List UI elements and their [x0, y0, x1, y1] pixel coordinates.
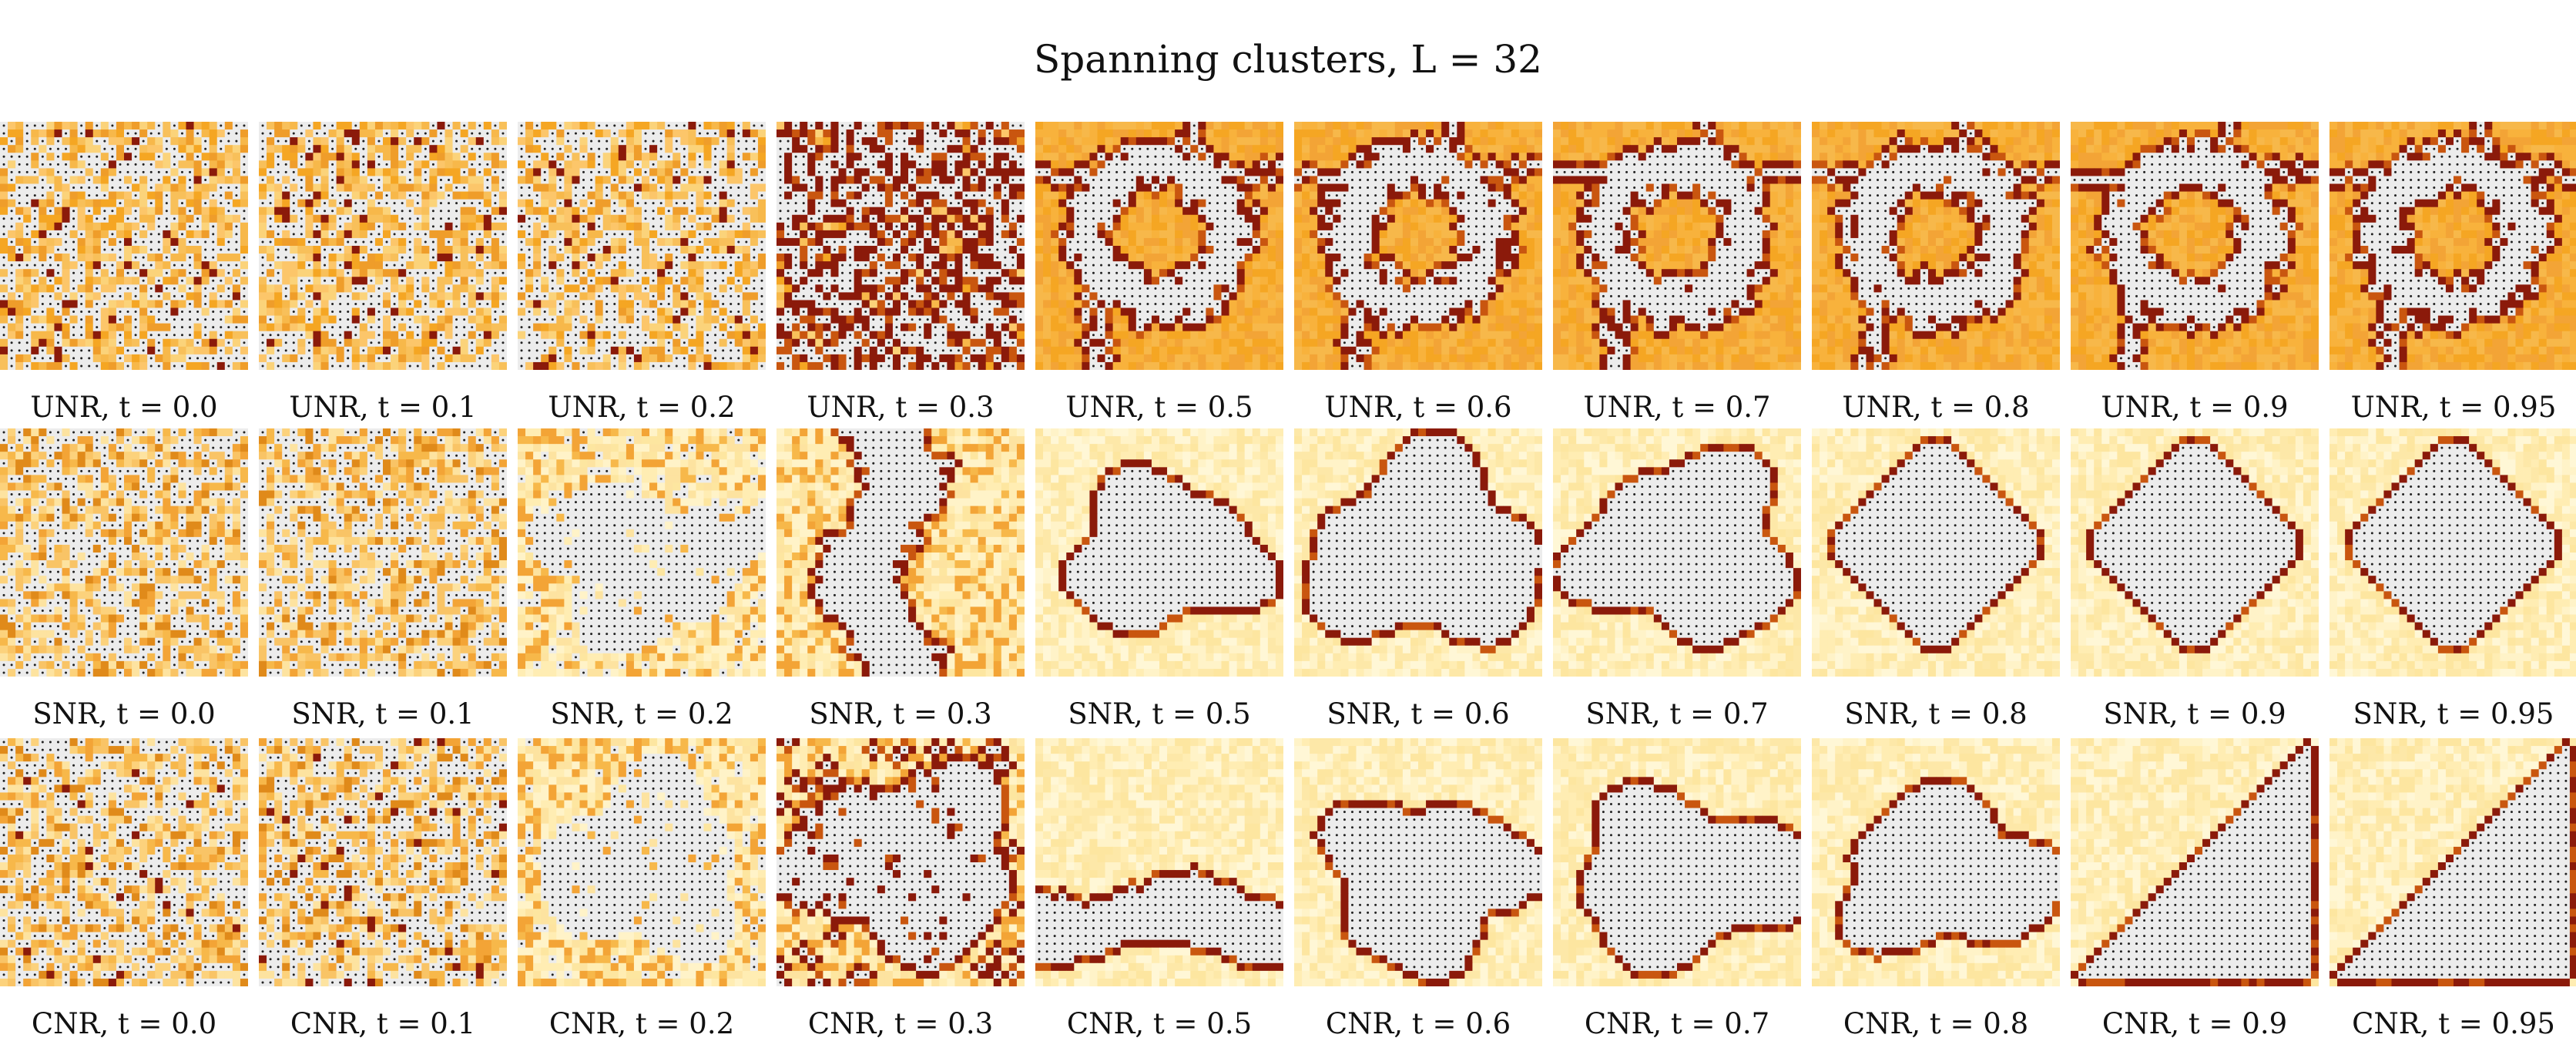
panel-caption: SNR, t = 0.3 — [771, 700, 1030, 728]
panel-caption: UNR, t = 0.9 — [2065, 393, 2324, 422]
panel-caption: SNR, t = 0.8 — [1806, 700, 2065, 728]
lattice-image — [2329, 738, 2576, 986]
panel-caption: UNR, t = 0.3 — [771, 393, 1030, 422]
panel-caption: CNR, t = 0.7 — [1548, 1009, 1806, 1038]
lattice-image — [2071, 738, 2319, 986]
lattice-panel — [1294, 738, 1542, 986]
lattice-panel — [1035, 428, 1283, 677]
lattice-image — [1035, 428, 1283, 677]
lattice-image — [2329, 428, 2576, 677]
panel-caption: UNR, t = 0.7 — [1548, 393, 1806, 422]
figure-title: Spanning clusters, L = 32 — [0, 40, 2576, 79]
lattice-panel — [2329, 428, 2576, 677]
panel-caption: CNR, t = 0.5 — [1030, 1009, 1289, 1038]
lattice-image — [1035, 738, 1283, 986]
lattice-panel — [1812, 738, 2060, 986]
lattice-panel — [1553, 738, 1801, 986]
lattice-panel — [776, 428, 1025, 677]
panel-caption: SNR, t = 0.7 — [1548, 700, 1806, 728]
lattice-panel — [1553, 122, 1801, 370]
lattice-image — [1812, 122, 2060, 370]
panel-caption: CNR, t = 0.95 — [2324, 1009, 2576, 1038]
lattice-panel — [0, 738, 248, 986]
panel-caption: SNR, t = 0.9 — [2065, 700, 2324, 728]
lattice-panel — [1035, 738, 1283, 986]
lattice-image — [776, 738, 1025, 986]
lattice-panel — [2329, 738, 2576, 986]
panel-caption: UNR, t = 0.95 — [2324, 393, 2576, 422]
lattice-image — [0, 122, 248, 370]
lattice-panel — [0, 428, 248, 677]
lattice-panel — [1812, 122, 2060, 370]
panel-caption: CNR, t = 0.2 — [512, 1009, 771, 1038]
panel-caption: CNR, t = 0.1 — [253, 1009, 512, 1038]
panel-caption: CNR, t = 0.3 — [771, 1009, 1030, 1038]
panel-caption: UNR, t = 0.2 — [512, 393, 771, 422]
lattice-image — [2071, 122, 2319, 370]
lattice-panel — [0, 122, 248, 370]
panel-caption: SNR, t = 0.0 — [0, 700, 253, 728]
lattice-image — [0, 738, 248, 986]
lattice-panel — [776, 738, 1025, 986]
lattice-image — [259, 738, 507, 986]
lattice-image — [0, 428, 248, 677]
panel-caption: UNR, t = 0.0 — [0, 393, 253, 422]
lattice-image — [1294, 738, 1542, 986]
lattice-image — [1553, 122, 1801, 370]
lattice-panel — [1294, 122, 1542, 370]
lattice-panel — [1812, 428, 2060, 677]
panel-caption: SNR, t = 0.1 — [253, 700, 512, 728]
lattice-image — [1035, 122, 1283, 370]
lattice-panel — [776, 122, 1025, 370]
panel-caption: UNR, t = 0.6 — [1289, 393, 1548, 422]
panel-caption: CNR, t = 0.9 — [2065, 1009, 2324, 1038]
lattice-image — [1294, 122, 1542, 370]
lattice-panel — [2071, 122, 2319, 370]
lattice-image — [518, 738, 766, 986]
panel-caption: CNR, t = 0.6 — [1289, 1009, 1548, 1038]
lattice-image — [1812, 738, 2060, 986]
lattice-panel — [2071, 428, 2319, 677]
panel-caption: SNR, t = 0.95 — [2324, 700, 2576, 728]
lattice-panel — [1035, 122, 1283, 370]
panel-caption: UNR, t = 0.5 — [1030, 393, 1289, 422]
panel-caption: SNR, t = 0.2 — [512, 700, 771, 728]
lattice-image — [1812, 428, 2060, 677]
panel-caption: UNR, t = 0.8 — [1806, 393, 2065, 422]
panel-caption: CNR, t = 0.0 — [0, 1009, 253, 1038]
lattice-image — [259, 428, 507, 677]
lattice-image — [1553, 428, 1801, 677]
lattice-panel — [518, 738, 766, 986]
lattice-panel — [518, 428, 766, 677]
lattice-image — [518, 122, 766, 370]
lattice-image — [259, 122, 507, 370]
lattice-image — [2329, 122, 2576, 370]
lattice-image — [1294, 428, 1542, 677]
lattice-panel — [518, 122, 766, 370]
lattice-image — [2071, 428, 2319, 677]
lattice-panel — [1294, 428, 1542, 677]
lattice-panel — [259, 122, 507, 370]
lattice-panel — [2329, 122, 2576, 370]
lattice-panel — [259, 428, 507, 677]
panel-caption: CNR, t = 0.8 — [1806, 1009, 2065, 1038]
lattice-image — [776, 428, 1025, 677]
lattice-image — [1553, 738, 1801, 986]
lattice-panel — [259, 738, 507, 986]
panel-caption: SNR, t = 0.5 — [1030, 700, 1289, 728]
panel-caption: SNR, t = 0.6 — [1289, 700, 1548, 728]
lattice-image — [776, 122, 1025, 370]
lattice-panel — [1553, 428, 1801, 677]
lattice-image — [518, 428, 766, 677]
lattice-panel — [2071, 738, 2319, 986]
panel-caption: UNR, t = 0.1 — [253, 393, 512, 422]
